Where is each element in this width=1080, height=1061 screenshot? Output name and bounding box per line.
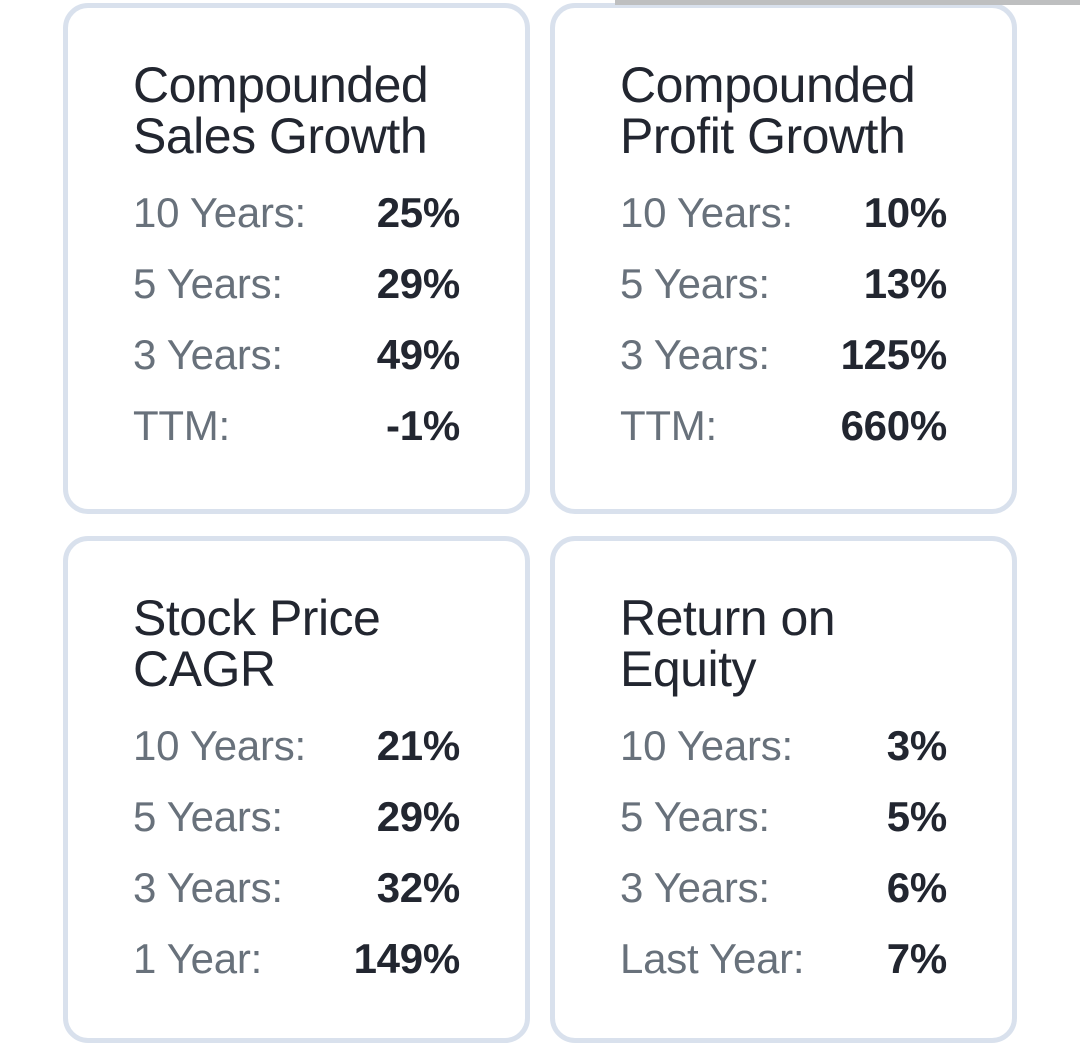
ratio-value: -1% <box>386 402 460 449</box>
ratio-row: 3 Years: 125% <box>620 319 947 390</box>
ratio-period-label: 10 Years: <box>620 722 793 769</box>
ratio-row: 3 Years: 32% <box>133 852 460 923</box>
card-title: Compounded Profit Growth <box>620 57 916 164</box>
ratio-row: 10 Years: 3% <box>620 710 947 781</box>
card-return-on-equity: Return on Equity 10 Years: 3% 5 Years: 5… <box>550 536 1017 1043</box>
ratio-row: 3 Years: 49% <box>133 319 460 390</box>
ratio-value: 49% <box>376 331 461 378</box>
ratio-period-label: 10 Years: <box>133 189 306 236</box>
ratio-period-label: 3 Years: <box>620 331 770 378</box>
ratio-row: 10 Years: 10% <box>620 177 947 248</box>
ratio-rows: 10 Years: 10% 5 Years: 13% 3 Years: 125%… <box>620 177 947 461</box>
ratio-rows: 10 Years: 25% 5 Years: 29% 3 Years: 49% … <box>133 177 460 461</box>
ratio-period-label: 5 Years: <box>620 260 770 307</box>
ratios-grid: Compounded Sales Growth 10 Years: 25% 5 … <box>63 3 1017 1043</box>
ratio-row: TTM: 660% <box>620 390 947 461</box>
ratio-period-label: 3 Years: <box>133 331 283 378</box>
ratio-rows: 10 Years: 21% 5 Years: 29% 3 Years: 32% … <box>133 710 460 994</box>
card-stock-price-cagr: Stock Price CAGR 10 Years: 21% 5 Years: … <box>63 536 530 1043</box>
ratio-value: 29% <box>376 260 461 307</box>
ratio-period-label: TTM: <box>620 402 717 449</box>
ratio-value: 21% <box>376 722 461 769</box>
ratio-value: 149% <box>353 935 461 982</box>
ratio-period-label: 1 Year: <box>133 935 263 982</box>
ratio-row: Last Year: 7% <box>620 923 947 994</box>
ratio-row: 10 Years: 25% <box>133 177 460 248</box>
ratio-row: 5 Years: 29% <box>133 781 460 852</box>
ratio-value: 660% <box>840 402 948 449</box>
ratio-value: 3% <box>886 722 947 769</box>
card-compounded-profit-growth: Compounded Profit Growth 10 Years: 10% 5… <box>550 3 1017 514</box>
ratio-row: 1 Year: 149% <box>133 923 460 994</box>
ratio-value: 13% <box>863 260 948 307</box>
ratio-period-label: 5 Years: <box>133 260 283 307</box>
ratio-period-label: 3 Years: <box>620 864 770 911</box>
ratio-period-label: 5 Years: <box>620 793 770 840</box>
ratio-row: 3 Years: 6% <box>620 852 947 923</box>
ratio-period-label: 3 Years: <box>133 864 283 911</box>
ratio-value: 10% <box>863 189 948 236</box>
ratio-value: 32% <box>376 864 461 911</box>
ratio-value: 29% <box>376 793 461 840</box>
ratio-value: 125% <box>840 331 948 378</box>
ratio-rows: 10 Years: 3% 5 Years: 5% 3 Years: 6% Las… <box>620 710 947 994</box>
ratio-period-label: Last Year: <box>620 935 805 982</box>
ratio-period-label: 10 Years: <box>620 189 793 236</box>
ratio-row: 5 Years: 5% <box>620 781 947 852</box>
ratio-value: 6% <box>886 864 947 911</box>
ratio-row: TTM: -1% <box>133 390 460 461</box>
ratio-row: 10 Years: 21% <box>133 710 460 781</box>
ratio-row: 5 Years: 29% <box>133 248 460 319</box>
card-title: Stock Price CAGR <box>133 590 381 697</box>
ratio-period-label: 5 Years: <box>133 793 283 840</box>
top-gray-strip <box>615 0 1080 5</box>
card-title: Compounded Sales Growth <box>133 57 429 164</box>
ratio-row: 5 Years: 13% <box>620 248 947 319</box>
card-title: Return on Equity <box>620 590 836 697</box>
ratio-period-label: TTM: <box>133 402 230 449</box>
ratio-period-label: 10 Years: <box>133 722 306 769</box>
ratio-value: 5% <box>886 793 947 840</box>
ratio-value: 7% <box>886 935 947 982</box>
ratio-value: 25% <box>376 189 461 236</box>
card-compounded-sales-growth: Compounded Sales Growth 10 Years: 25% 5 … <box>63 3 530 514</box>
